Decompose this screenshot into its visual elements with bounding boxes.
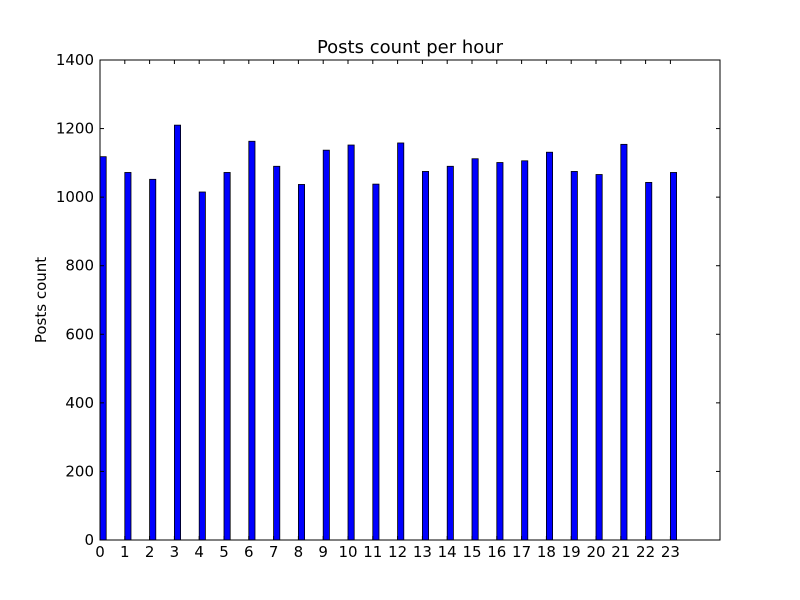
bar-hour-6 — [248, 140, 256, 541]
y-ticks: 0 200 400 600 800 1000 1200 1400 — [56, 51, 720, 549]
x-tick-label: 20 — [586, 543, 605, 561]
x-tick-label: 12 — [388, 543, 407, 561]
bar-hour-12 — [397, 142, 405, 541]
bar-hour-19 — [570, 171, 578, 541]
x-tick-label: 16 — [487, 543, 506, 561]
x-tick-label: 14 — [438, 543, 457, 561]
y-tick-label: 600 — [65, 325, 94, 343]
y-tick-label: 1200 — [56, 120, 94, 138]
x-tick-label: 18 — [537, 543, 556, 561]
x-tick-label: 22 — [636, 543, 655, 561]
bar-hour-17 — [521, 160, 529, 541]
bar-hour-22 — [645, 181, 653, 541]
x-tick-label: 17 — [512, 543, 531, 561]
x-tick-label: 19 — [562, 543, 581, 561]
bar-hour-15 — [471, 158, 479, 541]
bars-group — [99, 124, 678, 541]
chart-title: Posts count per hour — [317, 37, 504, 58]
y-tick-label: 1000 — [56, 188, 94, 206]
x-tick-label: 0 — [95, 543, 105, 561]
x-tick-label: 23 — [661, 543, 680, 561]
y-axis-label: Posts count — [32, 257, 50, 343]
bar-hour-9 — [322, 149, 330, 541]
x-tick-label: 5 — [219, 543, 229, 561]
bar-hour-2 — [149, 178, 157, 541]
y-tick-label: 1400 — [56, 51, 94, 69]
bar-hour-21 — [620, 143, 628, 541]
bar-hour-10 — [347, 144, 355, 541]
x-tick-label: 7 — [269, 543, 279, 561]
x-tick-label: 11 — [363, 543, 382, 561]
x-ticks: 0 1 2 3 4 5 6 7 8 9 10 11 12 13 14 15 16 17 18 19 20 21 22 23 — [95, 60, 680, 561]
x-tick-label: 2 — [145, 543, 155, 561]
bar-hour-16 — [496, 162, 504, 541]
plot-frame — [99, 59, 721, 541]
y-tick-label: 200 — [65, 462, 94, 480]
bar-hour-11 — [372, 183, 380, 541]
y-tick-label: 400 — [65, 394, 94, 412]
bar-hour-7 — [273, 165, 281, 541]
x-tick-label: 21 — [611, 543, 630, 561]
bar-hour-13 — [421, 171, 429, 541]
bar-hour-8 — [297, 184, 305, 541]
bar-hour-20 — [595, 174, 603, 541]
bar-hour-3 — [173, 124, 181, 541]
y-tick-label: 800 — [65, 257, 94, 275]
x-tick-label: 3 — [170, 543, 180, 561]
x-tick-label: 8 — [294, 543, 304, 561]
y-tick-label: 0 — [84, 531, 94, 549]
x-tick-label: 4 — [194, 543, 204, 561]
x-tick-label: 13 — [413, 543, 432, 561]
x-tick-label: 10 — [338, 543, 357, 561]
bar-hour-0 — [99, 156, 107, 541]
bar-hour-14 — [446, 165, 454, 541]
bar-hour-5 — [223, 172, 231, 541]
bar-hour-1 — [124, 172, 132, 541]
x-tick-label: 1 — [120, 543, 130, 561]
bar-hour-23 — [670, 172, 678, 541]
x-tick-label: 15 — [462, 543, 481, 561]
x-tick-label: 6 — [244, 543, 254, 561]
bar-hour-18 — [546, 151, 554, 541]
x-tick-label: 9 — [318, 543, 328, 561]
bar-hour-4 — [198, 191, 206, 541]
